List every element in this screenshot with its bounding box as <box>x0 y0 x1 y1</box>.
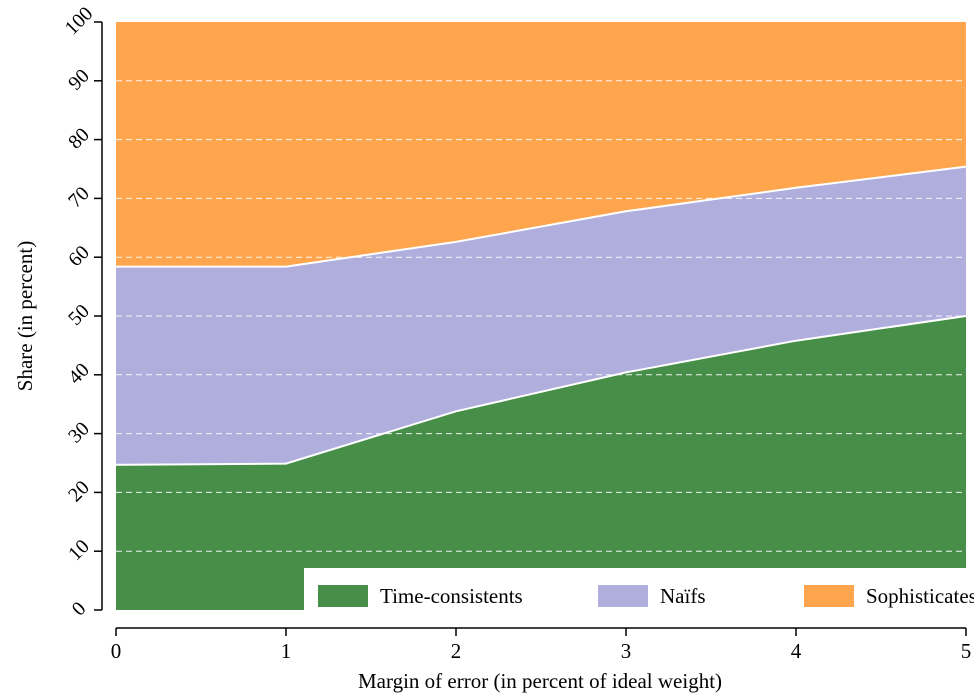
area-border-layer <box>115 165 967 466</box>
y-tick-label: 10 <box>64 535 94 565</box>
legend: Time-consistents Naïfs Sophisticates <box>304 568 974 622</box>
area-sophisticates <box>116 22 966 267</box>
grid-layer <box>116 80 966 552</box>
y-axis-label: Share (in percent) <box>13 241 37 391</box>
x-tick-label: 4 <box>791 639 802 663</box>
area-layer <box>116 22 966 610</box>
area-time-consistents <box>116 316 966 610</box>
x-tick-label: 0 <box>111 639 122 663</box>
legend-swatch <box>598 585 648 607</box>
y-tick-label: 30 <box>64 418 94 448</box>
x-tick-label: 5 <box>961 639 972 663</box>
area-boundary-line <box>115 315 967 466</box>
y-tick-label: 90 <box>64 65 94 95</box>
legend-label: Sophisticates <box>866 584 974 608</box>
y-tick-label: 20 <box>64 477 94 507</box>
y-tick-label: 80 <box>64 124 94 154</box>
legend-swatch <box>318 585 368 607</box>
x-tick-label: 3 <box>621 639 632 663</box>
y-tick-label: 50 <box>64 300 94 330</box>
legend-swatch <box>804 585 854 607</box>
y-tick-label: 70 <box>64 183 94 213</box>
area-boundary-line <box>116 165 967 268</box>
axes-layer: 0 10 20 30 40 50 60 70 80 90 100 0 1 2 3 4 5 <box>61 3 972 663</box>
legend-label: Naïfs <box>660 584 706 608</box>
legend-label: Time-consistents <box>380 584 523 608</box>
x-tick-label: 1 <box>281 639 292 663</box>
x-tick-label: 2 <box>451 639 462 663</box>
y-tick-label: 100 <box>61 3 98 40</box>
y-tick-label: 0 <box>68 598 91 621</box>
y-tick-label: 40 <box>64 359 94 389</box>
x-axis-label: Margin of error (in percent of ideal wei… <box>358 669 722 693</box>
y-tick-label: 60 <box>64 241 94 271</box>
